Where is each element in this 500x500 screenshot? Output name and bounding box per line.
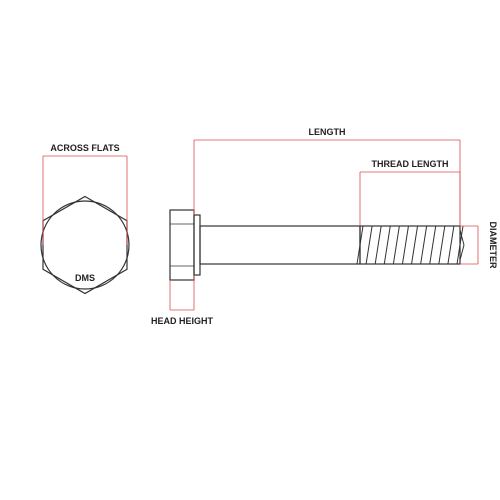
label-across-flats: ACROSS FLATS (50, 143, 119, 153)
thread-lines (357, 226, 463, 264)
bolt-thread-region (360, 226, 460, 264)
label-head-height: HEAD HEIGHT (151, 316, 214, 326)
dim-thread-length (360, 172, 460, 226)
tip (460, 245, 464, 260)
label-dms: DMS (75, 273, 95, 283)
dim-diameter (460, 226, 478, 264)
dim-length (194, 140, 460, 226)
bolt-head-side (170, 210, 194, 280)
label-thread-length: THREAD LENGTH (372, 159, 449, 169)
label-length: LENGTH (309, 127, 346, 137)
bolt-shank (200, 226, 360, 264)
washer-face (194, 215, 200, 275)
label-diameter: DIAMETER (488, 222, 498, 270)
